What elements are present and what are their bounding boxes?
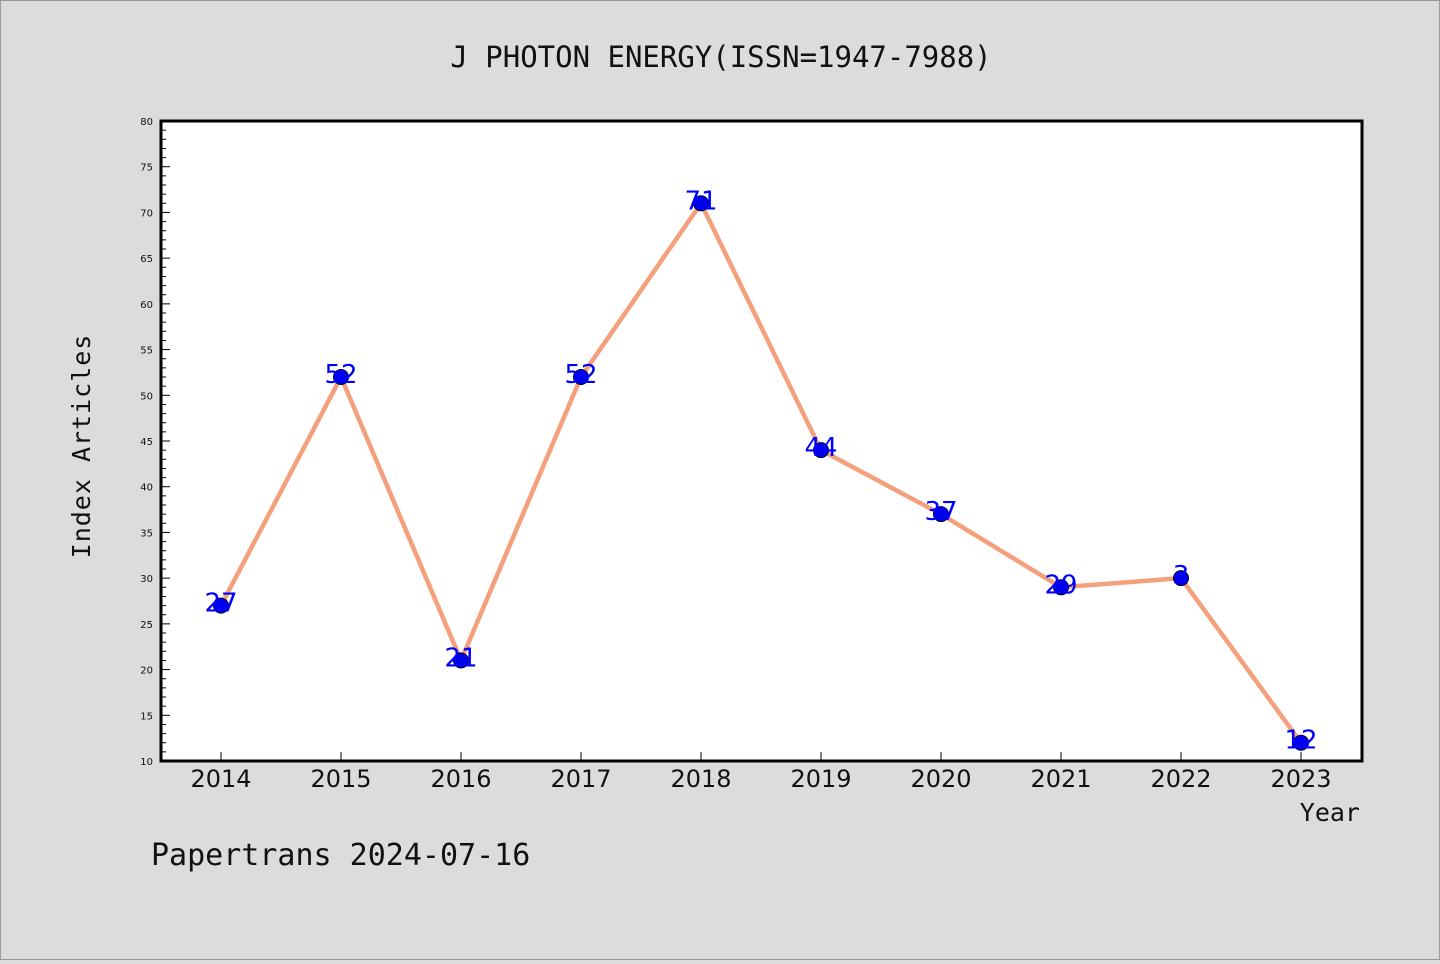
y-tick-label: 20 xyxy=(140,666,153,677)
x-tick-label: 2015 xyxy=(310,765,371,793)
data-label: 27 xyxy=(204,589,237,619)
data-label: 37 xyxy=(924,497,957,527)
plot-area xyxy=(159,119,1364,763)
data-point xyxy=(813,442,829,459)
y-tick-label: 50 xyxy=(140,391,153,402)
data-label: 71 xyxy=(684,186,717,216)
x-axis-label: Year xyxy=(1300,798,1360,827)
y-tick-label: 35 xyxy=(140,528,153,539)
data-point xyxy=(1293,734,1309,751)
y-tick-label: 15 xyxy=(140,711,153,722)
data-point xyxy=(1053,579,1069,596)
x-tick-label: 2019 xyxy=(790,765,851,793)
y-tick-label: 40 xyxy=(140,483,153,494)
y-tick-label: 65 xyxy=(140,254,153,265)
y-tick-label: 10 xyxy=(140,757,153,768)
y-axis: 10 15 20 25 30 35 40 45 50 55 60 65 70 75 80 xyxy=(140,117,170,768)
data-point xyxy=(453,652,469,669)
data-point xyxy=(333,369,349,385)
data-point xyxy=(933,506,949,523)
y-tick-label: 80 xyxy=(140,117,153,128)
data-label: 3 xyxy=(1173,561,1190,591)
x-tick-label: 2020 xyxy=(910,765,971,793)
x-tick-label: 2022 xyxy=(1150,765,1211,793)
x-tick-label: 2016 xyxy=(430,765,491,793)
y-tick-label: 60 xyxy=(140,300,153,311)
data-label: 52 xyxy=(564,360,597,390)
y-tick-label: 30 xyxy=(140,574,153,585)
x-tick-label: 2017 xyxy=(550,765,611,793)
x-tick-label: 2014 xyxy=(190,765,251,793)
x-tick-label: 2023 xyxy=(1270,765,1331,793)
data-label: 52 xyxy=(324,360,357,390)
y-axis-label: Index Articles xyxy=(67,334,96,559)
y-tick-label: 25 xyxy=(140,620,153,631)
data-label: 21 xyxy=(444,643,477,673)
series-line xyxy=(218,201,1304,745)
data-label: 44 xyxy=(804,433,837,463)
footer-text: Papertrans 2024-07-16 xyxy=(151,838,530,873)
y-tick-label: 70 xyxy=(140,208,153,219)
x-tick-label: 2018 xyxy=(670,765,731,793)
series-line-group xyxy=(218,201,1304,745)
data-label: 12 xyxy=(1284,726,1317,756)
data-label: 29 xyxy=(1044,570,1077,600)
data-points xyxy=(213,195,1309,751)
x-axis: 2014 2015 2016 2017 2018 2019 2020 2021 2022 2023 xyxy=(190,752,1332,793)
data-point xyxy=(693,195,709,212)
data-point xyxy=(213,597,229,614)
data-point xyxy=(1173,570,1189,587)
y-tick-label: 75 xyxy=(140,163,153,174)
x-tick-label: 2021 xyxy=(1030,765,1091,793)
data-point xyxy=(573,369,589,385)
y-tick-label: 45 xyxy=(140,437,153,448)
y-tick-label: 55 xyxy=(140,346,153,357)
data-labels: 27 52 21 52 71 44 37 29 3 12 xyxy=(204,186,1317,755)
chart-title: J PHOTON ENERGY(ISSN=1947-7988) xyxy=(450,40,991,74)
